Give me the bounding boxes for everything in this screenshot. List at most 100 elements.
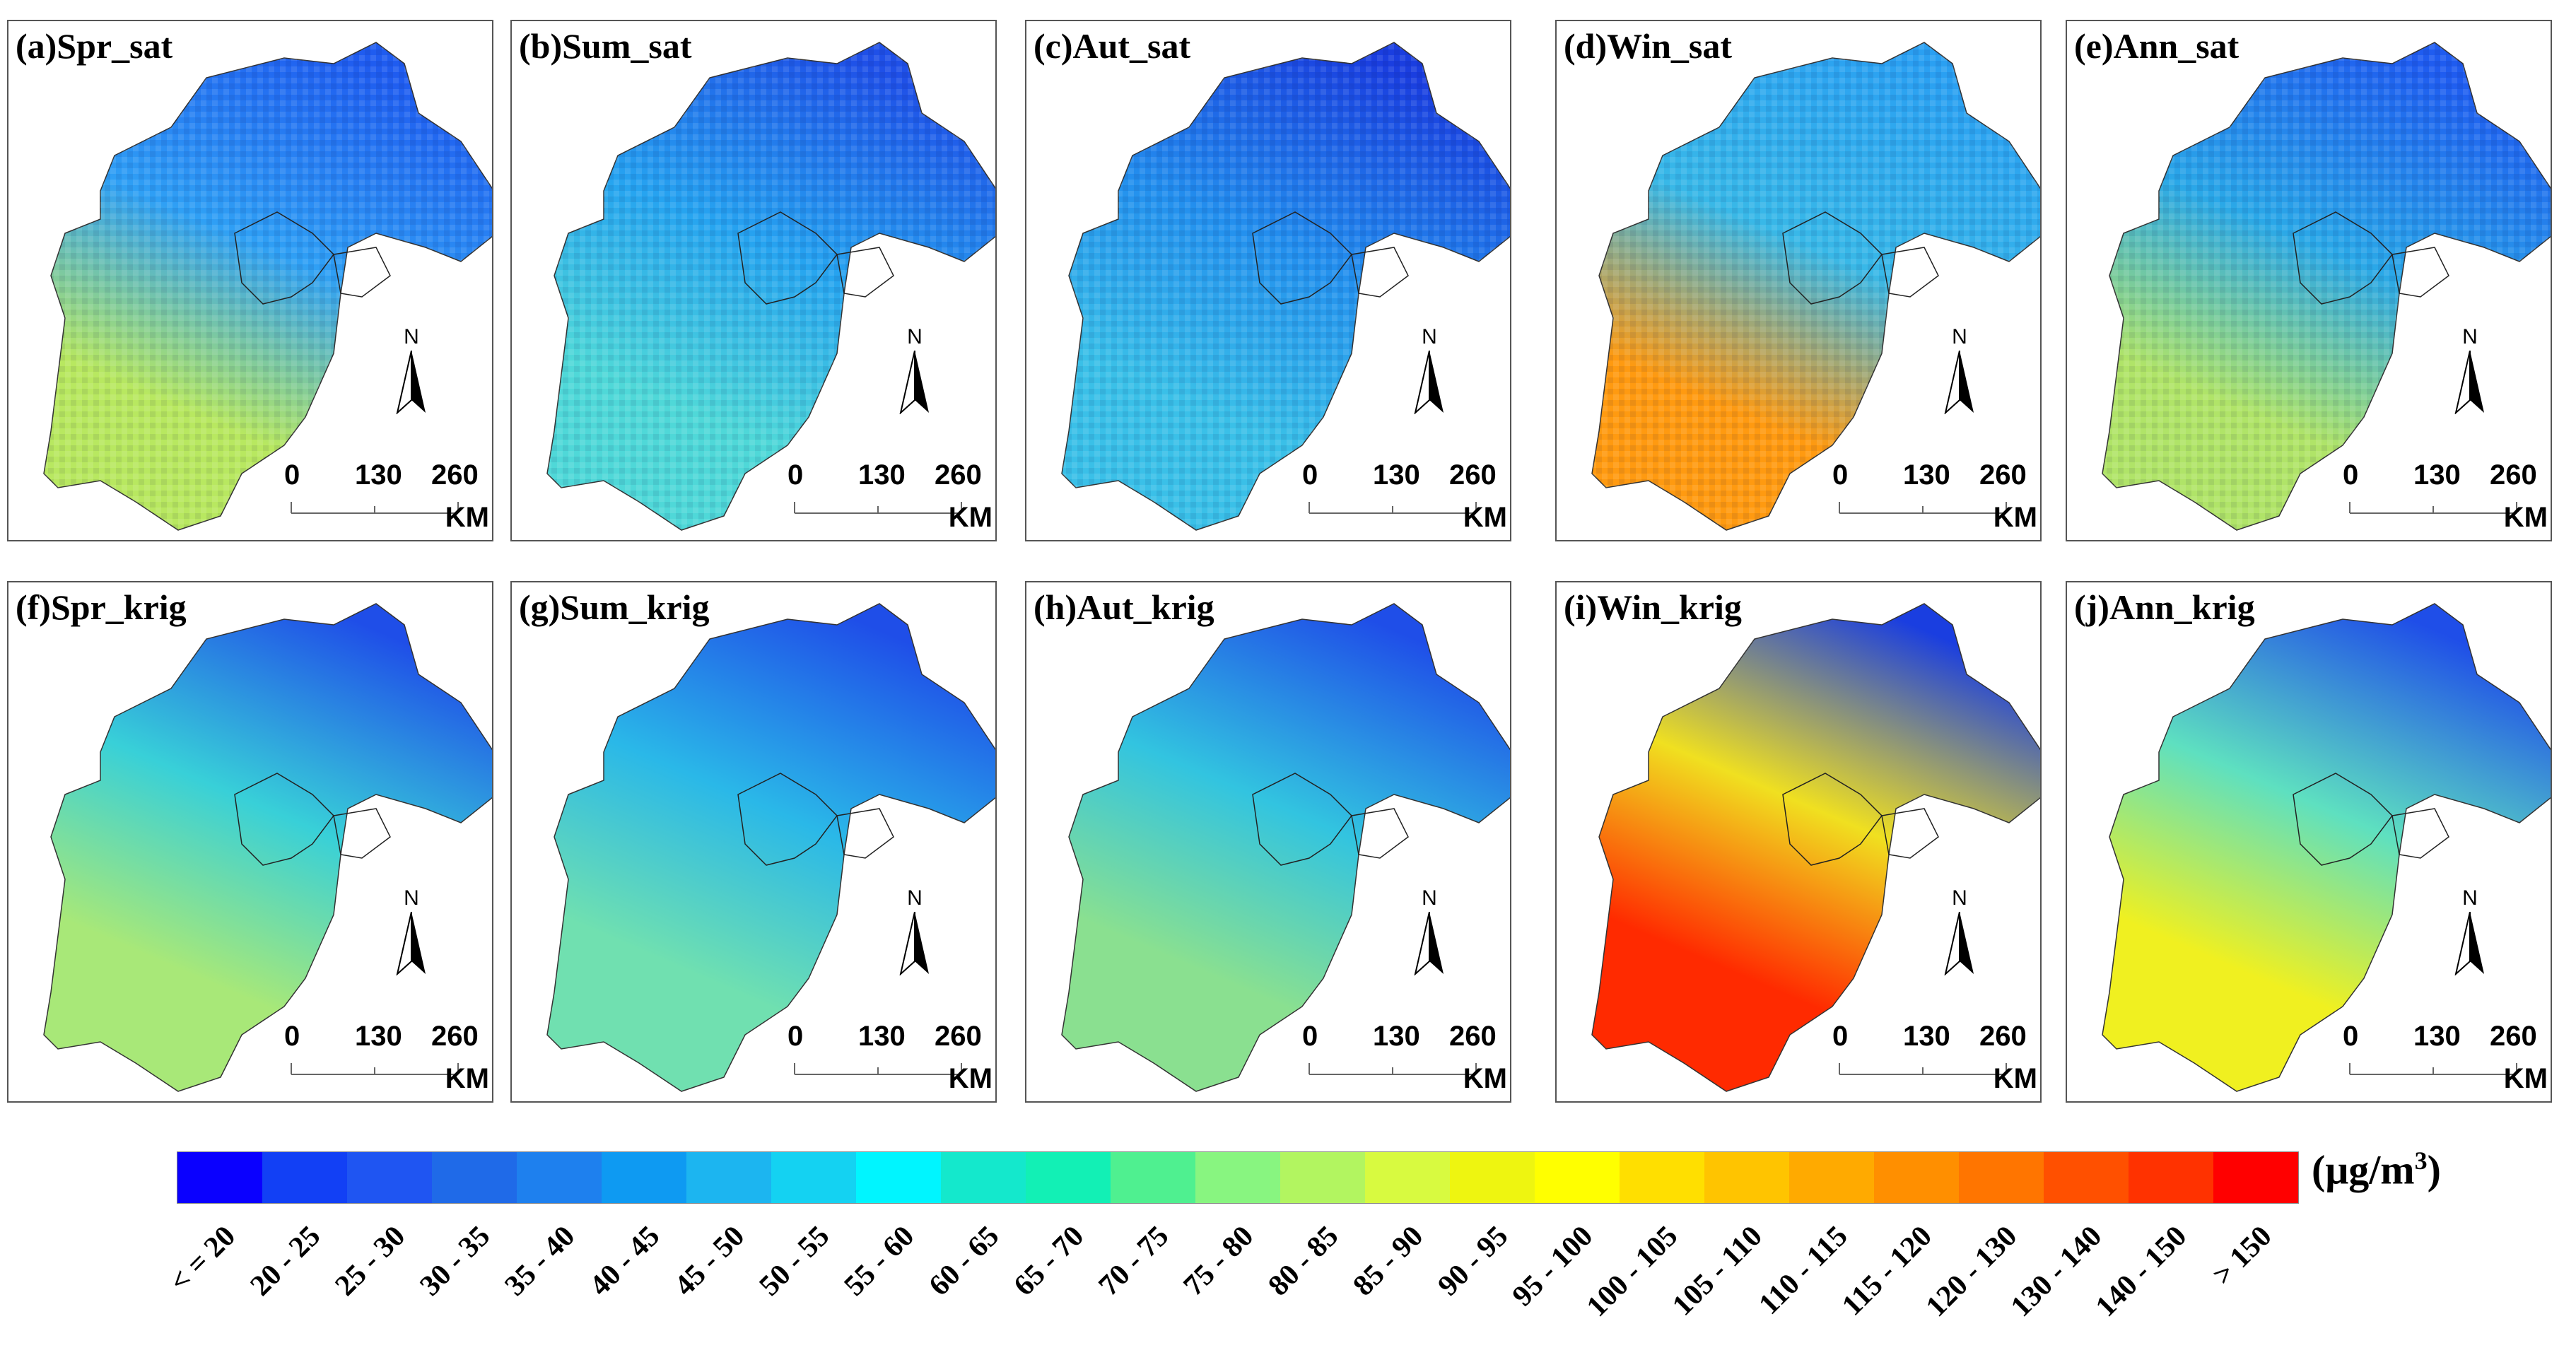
legend-swatch [1195, 1152, 1280, 1203]
admin-boundary [333, 808, 391, 859]
legend-swatch [1450, 1152, 1535, 1203]
legend-swatch [1280, 1152, 1365, 1203]
admin-boundary [2391, 808, 2449, 859]
map-svg [43, 42, 492, 531]
legend-class-label: 120 - 130 [1919, 1219, 2024, 1324]
legend-class-label: 105 - 110 [1666, 1219, 1769, 1322]
map-svg [2102, 603, 2551, 1092]
scale-tick-260: 260 [1449, 459, 1497, 491]
map-panel: (j)Ann_krig N 0 130 260 KM [2066, 581, 2552, 1103]
map-svg [1061, 42, 1510, 531]
legend-class-label: 75 - 80 [1177, 1219, 1260, 1303]
panel-title: (c)Aut_sat [1034, 26, 1191, 66]
legend-class-label: 115 - 120 [1836, 1219, 1939, 1322]
legend-class-label: 140 - 150 [2089, 1219, 2194, 1324]
north-label: N [907, 886, 923, 910]
legend-class-label: 55 - 60 [838, 1219, 921, 1303]
scale-tick-260: 260 [1449, 1021, 1497, 1052]
map-svg [546, 603, 995, 1092]
scale-unit: KM [1463, 1063, 1507, 1094]
legend-swatch [517, 1152, 602, 1203]
scale-tick-0: 0 [284, 1021, 300, 1052]
north-arrow-icon: N [1938, 325, 1981, 417]
admin-boundary [1782, 211, 1883, 305]
scale-unit: KM [445, 1063, 489, 1094]
legend-swatch [1789, 1152, 1874, 1203]
admin-boundary [1252, 211, 1352, 305]
scale-tick-0: 0 [1832, 1021, 1849, 1052]
scale-tick-0: 0 [2343, 459, 2359, 491]
legend-class-label: 45 - 50 [668, 1219, 751, 1303]
admin-boundary [1881, 808, 1939, 859]
map-panel: (d)Win_sat N 0 130 260 KM [1555, 20, 2042, 541]
scale-bar: 0 130 260 KM [2307, 459, 2548, 537]
scale-tick-130: 130 [1903, 1021, 1950, 1052]
scale-tick-130: 130 [355, 1021, 402, 1052]
scale-unit: KM [1463, 502, 1507, 533]
scale-bar: 0 130 260 KM [752, 459, 993, 537]
map-panel: (g)Sum_krig N 0 130 260 KM [510, 581, 997, 1103]
pm25-surface [1591, 603, 2040, 1092]
map-svg [1591, 603, 2040, 1092]
legend-swatch [262, 1152, 347, 1203]
pm25-surface [2102, 603, 2551, 1092]
legend-class-label: 110 - 115 [1752, 1219, 1854, 1321]
pm25-surface [43, 603, 492, 1092]
map-panel: (c)Aut_sat N 0 130 260 KM [1025, 20, 1511, 541]
north-arrow-icon: N [2449, 886, 2491, 978]
scale-unit: KM [2503, 502, 2548, 533]
north-label: N [1952, 886, 1967, 910]
legend-class-label: < = 20 [163, 1219, 242, 1298]
legend-swatch [177, 1152, 262, 1203]
scale-bar: 0 130 260 KM [249, 459, 489, 537]
scale-tick-0: 0 [284, 459, 300, 491]
legend-swatch [856, 1152, 941, 1203]
legend-swatch [1874, 1152, 1959, 1203]
scale-tick-130: 130 [1373, 1021, 1420, 1052]
scale-tick-260: 260 [935, 1021, 982, 1052]
legend-class-label: 30 - 35 [414, 1219, 497, 1303]
legend-unit-close: ) [2427, 1146, 2441, 1193]
legend-swatch [686, 1152, 771, 1203]
map-svg [2102, 42, 2551, 531]
scale-tick-130: 130 [1903, 459, 1950, 491]
legend-class-label: 60 - 65 [923, 1219, 1006, 1303]
scale-tick-130: 130 [858, 459, 906, 491]
panel-title: (g)Sum_krig [519, 587, 710, 627]
legend-class-label: 50 - 55 [753, 1219, 836, 1303]
admin-boundary [836, 808, 894, 859]
map-panel: (i)Win_krig N 0 130 260 KM [1555, 581, 2042, 1103]
scale-tick-260: 260 [2490, 1021, 2537, 1052]
scale-unit: KM [445, 502, 489, 533]
admin-boundary [737, 773, 838, 866]
map-panel: (e)Ann_sat N 0 130 260 KM [2066, 20, 2552, 541]
legend-swatch [2044, 1152, 2129, 1203]
scale-tick-130: 130 [858, 1021, 906, 1052]
scale-unit: KM [1993, 1063, 2037, 1094]
legend-swatch [2213, 1152, 2298, 1203]
panel-title: (b)Sum_sat [519, 26, 692, 66]
legend-class-label: 100 - 105 [1580, 1219, 1685, 1324]
color-legend [177, 1151, 2299, 1204]
north-arrow-icon: N [2449, 325, 2491, 417]
legend-swatch [1620, 1152, 1704, 1203]
panel-title: (d)Win_sat [1564, 26, 1733, 66]
scale-tick-0: 0 [1302, 459, 1318, 491]
north-label: N [2462, 325, 2478, 348]
legend-class-label: 70 - 75 [1092, 1219, 1176, 1303]
map-svg [43, 603, 492, 1092]
legend-tick-labels: < = 20 20 - 25 25 - 30 30 - 35 35 - 40 40 - 4… [163, 1214, 2297, 1349]
legend-swatch [2129, 1152, 2213, 1203]
scale-tick-260: 260 [1979, 1021, 2027, 1052]
north-arrow-icon: N [894, 325, 936, 417]
admin-boundary [2293, 773, 2393, 866]
legend-unit: (μg/m3) [2312, 1146, 2441, 1193]
north-label: N [1422, 325, 1437, 348]
legend-class-label: 90 - 95 [1432, 1219, 1515, 1303]
legend-swatch [1704, 1152, 1789, 1203]
north-arrow-icon: N [1938, 886, 1981, 978]
legend-class-label: 130 - 140 [2004, 1219, 2109, 1324]
legend-swatch [1026, 1152, 1111, 1203]
admin-boundary [1252, 773, 1352, 866]
north-arrow-icon: N [1408, 325, 1451, 417]
